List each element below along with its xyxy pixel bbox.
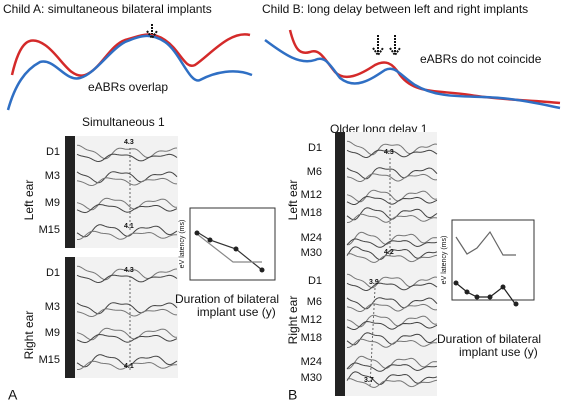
waveform (76, 308, 178, 318)
peak-label: 4.3 (124, 267, 134, 274)
waveform (77, 360, 178, 370)
peak-label: 3.7 (364, 377, 374, 384)
waveform (346, 189, 438, 203)
trace-blue (264, 38, 561, 110)
row-label: M15 (39, 354, 60, 366)
row-label: M15 (39, 224, 60, 236)
arrow (146, 24, 158, 40)
waveform (76, 302, 178, 315)
waveform (76, 274, 178, 284)
waveform (346, 246, 438, 261)
row-label: M30 (301, 372, 322, 384)
peak-label: 4.1 (124, 223, 134, 230)
inset-x-label: Duration of bilateral implant use (y) (437, 332, 541, 359)
ear-label: Left ear (22, 180, 36, 221)
peak-label: 4.2 (384, 249, 394, 256)
annotation: eABRs overlap (88, 80, 168, 94)
ear-label: Left ear (286, 180, 300, 221)
waveform (76, 171, 178, 184)
row-label: M12 (301, 189, 322, 201)
peak-label: 3.9 (369, 279, 379, 286)
peak-label: 4.3 (384, 149, 394, 156)
waveform (346, 273, 438, 289)
waveform (346, 173, 438, 182)
row-label: M30 (301, 247, 322, 259)
inset-points (453, 280, 519, 307)
panel-letter: B (288, 387, 297, 403)
peak-line (369, 287, 376, 387)
waveform-title: Simultaneous 1 (82, 115, 165, 129)
row-label: M12 (301, 314, 322, 326)
waveform (346, 140, 438, 156)
inset-line (196, 233, 262, 263)
inset-y-label: eV latency (ms) (179, 220, 186, 269)
row-label: M24 (301, 356, 322, 368)
ear-label: Right ear (286, 296, 300, 345)
waveform (346, 253, 438, 263)
arrow (372, 35, 401, 57)
inset-line (455, 230, 516, 256)
trace-red (10, 33, 251, 77)
row-label: M9 (45, 327, 60, 339)
waveform (346, 355, 438, 370)
row-label: M24 (301, 232, 322, 244)
waveform (346, 303, 438, 312)
panel-letter: A (8, 387, 18, 403)
row-label: D1 (46, 146, 60, 158)
waveform (76, 153, 178, 163)
waveform (346, 195, 438, 205)
waveform (346, 149, 438, 159)
panel-title: Child B: long delay between left and rig… (262, 2, 528, 16)
waveform (346, 231, 438, 246)
inset-points (194, 230, 265, 273)
row-label: M18 (301, 207, 322, 219)
waveform (346, 371, 438, 386)
waveform (346, 213, 438, 223)
waveform (346, 297, 438, 310)
waveform (76, 144, 178, 160)
row-label: D1 (308, 142, 322, 154)
waveform-bg (65, 257, 178, 378)
waveform (346, 314, 438, 328)
row-label: M9 (45, 197, 60, 209)
panel-title: Child A: simultaneous bilateral implants (3, 2, 212, 16)
inset-frame (451, 219, 535, 301)
inset-y-label: eV latency (ms) (441, 236, 448, 285)
waveform (76, 203, 178, 214)
row-label: D1 (308, 275, 322, 287)
waveform (346, 282, 438, 292)
stimulus-bar (335, 265, 345, 396)
waveform (346, 338, 438, 348)
trace-blue (6, 34, 253, 111)
row-label: M3 (45, 301, 60, 313)
waveform (346, 238, 438, 248)
peak-label: 4.3 (124, 139, 134, 146)
row-label: M18 (301, 332, 322, 344)
row-label: M3 (45, 170, 60, 182)
peak-label: 4.1 (124, 363, 134, 370)
row-label: M6 (307, 296, 322, 308)
waveform-bg (65, 136, 178, 248)
waveform (76, 197, 178, 211)
waveform (76, 177, 178, 187)
waveform (346, 320, 438, 330)
row-label: M6 (307, 166, 322, 178)
ear-label: Right ear (22, 311, 36, 360)
stimulus-bar (65, 136, 75, 248)
row-label: D1 (46, 267, 60, 279)
stimulus-bar (65, 257, 75, 378)
waveform (76, 265, 178, 281)
waveform (77, 230, 178, 240)
stimulus-bar (335, 132, 345, 271)
waveform (76, 333, 178, 344)
annotation: eABRs do not coincide (420, 52, 542, 66)
waveform (346, 167, 438, 180)
waveform (346, 378, 438, 388)
waveform (346, 362, 438, 372)
inset-line (196, 231, 263, 271)
waveform (76, 327, 178, 341)
inset-x-label: Duration of bilateral implant use (y) (175, 292, 279, 319)
